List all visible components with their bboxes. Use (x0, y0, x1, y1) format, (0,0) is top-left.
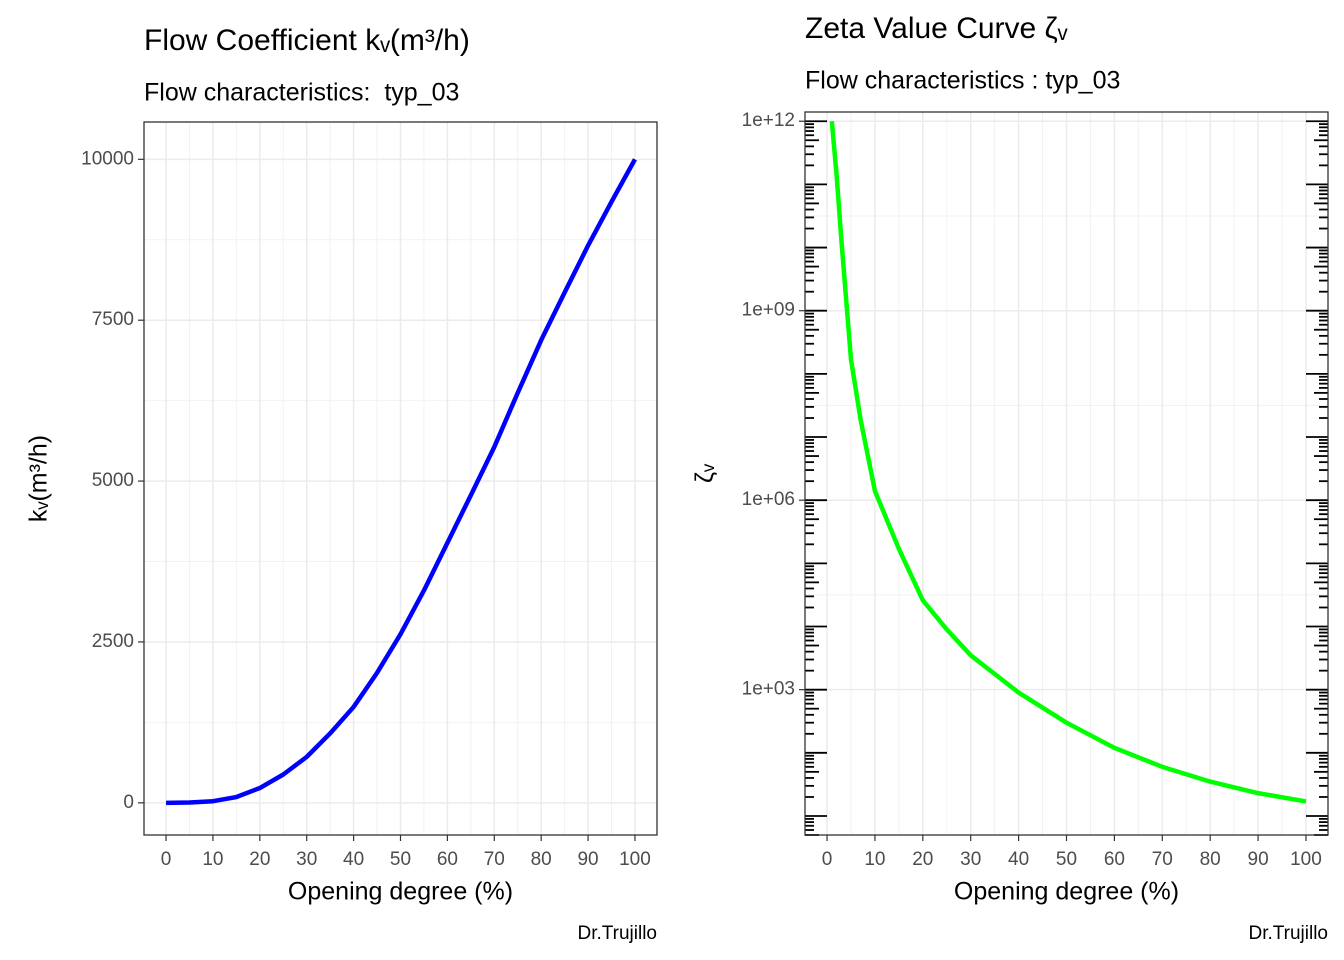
y-tick-label: 2500 (92, 631, 134, 652)
y-tick-label: 1e+09 (742, 300, 795, 321)
panel-border (804, 111, 1329, 836)
x-tick-label: 10 (202, 849, 223, 870)
y-tick-label: 7500 (92, 309, 134, 330)
panel-0: Flow Coefficient kᵥ(m³/h) Flow characteri… (25, 24, 658, 944)
x-tick-label: 40 (1008, 849, 1029, 870)
x-tick-label: 70 (1152, 849, 1173, 870)
panel-1: Zeta Value Curve ζᵥ Flow characteristics … (691, 12, 1329, 944)
panel-border (143, 121, 658, 836)
chart-title: Zeta Value Curve ζᵥ (805, 12, 1068, 45)
y-tick-label: 1e+03 (742, 679, 795, 700)
x-tick-label: 30 (960, 849, 981, 870)
y-tick-label: 10000 (81, 148, 134, 169)
caption: Dr.Trujillo (577, 923, 657, 944)
x-axis-title: Opening degree (%) (954, 878, 1179, 906)
x-tick-label: 60 (1104, 849, 1125, 870)
x-tick-label: 100 (1290, 849, 1322, 870)
y-axis-title: ζᵥ (691, 463, 719, 483)
data-line (166, 158, 637, 806)
x-tick-label: 50 (1056, 849, 1077, 870)
x-axis-title: Opening degree (%) (288, 878, 513, 906)
caption: Dr.Trujillo (1248, 923, 1328, 944)
x-tick-label: 90 (577, 849, 598, 870)
x-tick-label: 10 (864, 849, 885, 870)
data-line (829, 121, 1307, 804)
x-tick-label: 40 (343, 849, 364, 870)
x-tick-label: 20 (249, 849, 270, 870)
x-tick-label: 90 (1248, 849, 1269, 870)
chart-subtitle: Flow characteristics : typ_03 (805, 67, 1120, 95)
x-tick-label: 0 (822, 849, 833, 870)
y-tick-label: 0 (123, 792, 134, 813)
chart-title: Flow Coefficient kᵥ(m³/h) (144, 24, 470, 57)
x-tick-label: 100 (619, 849, 651, 870)
x-tick-label: 0 (161, 849, 172, 870)
x-tick-label: 50 (390, 849, 411, 870)
x-tick-label: 70 (484, 849, 505, 870)
x-tick-label: 20 (912, 849, 933, 870)
x-tick-label: 80 (1200, 849, 1221, 870)
x-tick-label: 30 (296, 849, 317, 870)
chart-subtitle: Flow characteristics: typ_03 (144, 79, 459, 107)
y-tick-label: 5000 (92, 470, 134, 491)
y-tick-label: 1e+12 (742, 110, 795, 131)
x-tick-label: 60 (437, 849, 458, 870)
y-axis-title: kᵥ(m³/h) (25, 435, 53, 522)
y-tick-label: 1e+06 (742, 489, 795, 510)
x-tick-label: 80 (531, 849, 552, 870)
